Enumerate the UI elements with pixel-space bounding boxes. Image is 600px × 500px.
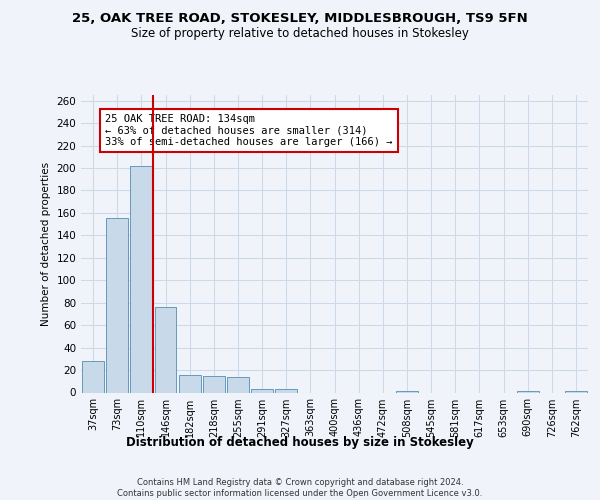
Text: Contains HM Land Registry data © Crown copyright and database right 2024.
Contai: Contains HM Land Registry data © Crown c… xyxy=(118,478,482,498)
Bar xyxy=(155,307,176,392)
Y-axis label: Number of detached properties: Number of detached properties xyxy=(41,162,51,326)
Bar xyxy=(179,374,200,392)
Bar xyxy=(130,166,152,392)
Text: Distribution of detached houses by size in Stokesley: Distribution of detached houses by size … xyxy=(126,436,474,449)
Text: Size of property relative to detached houses in Stokesley: Size of property relative to detached ho… xyxy=(131,28,469,40)
Bar xyxy=(82,361,104,392)
Bar xyxy=(275,389,297,392)
Text: 25 OAK TREE ROAD: 134sqm
← 63% of detached houses are smaller (314)
33% of semi-: 25 OAK TREE ROAD: 134sqm ← 63% of detach… xyxy=(105,114,392,148)
Bar xyxy=(251,389,273,392)
Text: 25, OAK TREE ROAD, STOKESLEY, MIDDLESBROUGH, TS9 5FN: 25, OAK TREE ROAD, STOKESLEY, MIDDLESBRO… xyxy=(72,12,528,26)
Bar xyxy=(203,376,224,392)
Bar xyxy=(106,218,128,392)
Bar xyxy=(227,377,249,392)
